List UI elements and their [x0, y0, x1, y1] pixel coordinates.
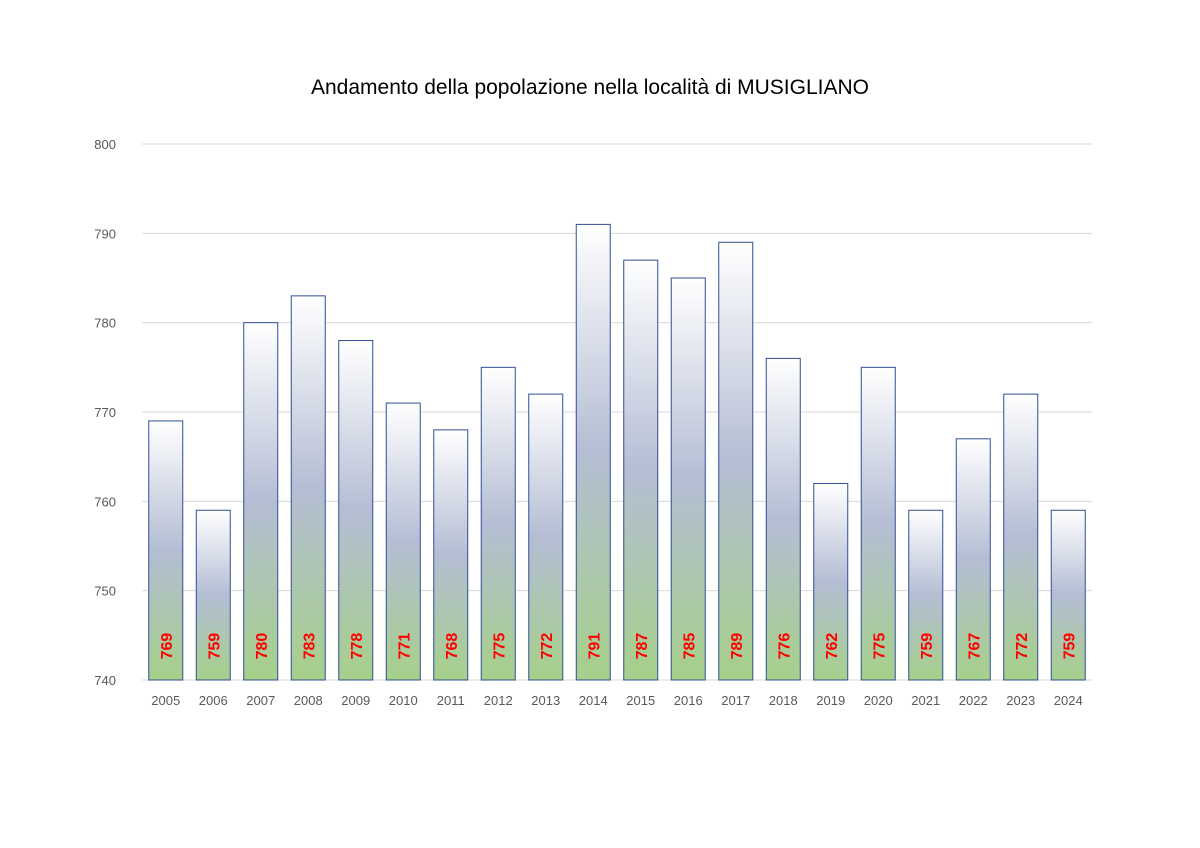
data-label: 767 [966, 633, 983, 660]
bar-2021 [908, 509, 944, 681]
x-tick-label: 2014 [579, 693, 608, 708]
data-label: 759 [206, 633, 223, 660]
x-tick-label: 2009 [341, 693, 370, 708]
bar-2022 [955, 438, 991, 681]
bar-2013 [528, 393, 564, 681]
bar-2014 [575, 223, 611, 681]
y-tick-label: 790 [94, 226, 116, 241]
bar-2005 [148, 420, 184, 681]
x-tick-label: 2005 [151, 693, 180, 708]
x-tick-label: 2013 [531, 693, 560, 708]
bar-2006 [195, 509, 231, 681]
data-labels: 769 759 780 783 778 771 768 775 772 791 787 785 789 7… [159, 633, 1079, 660]
data-label: 775 [871, 633, 888, 660]
x-tick-label: 2010 [389, 693, 418, 708]
data-label: 768 [444, 633, 461, 660]
x-tick-label: 2021 [911, 693, 940, 708]
data-label: 778 [349, 633, 366, 660]
y-tick-label: 780 [94, 316, 116, 331]
data-label: 759 [1061, 633, 1078, 660]
x-tick-label: 2019 [816, 693, 845, 708]
bar-2017 [718, 241, 754, 681]
data-label: 776 [776, 633, 793, 660]
x-tick-label: 2011 [437, 693, 465, 708]
data-label: 771 [396, 633, 413, 660]
data-label: 775 [491, 633, 508, 660]
y-axis-tick-labels: 740 750 760 770 780 790 800 [94, 137, 116, 688]
x-tick-label: 2022 [959, 693, 988, 708]
x-tick-label: 2012 [484, 693, 513, 708]
x-tick-label: 2020 [864, 693, 893, 708]
data-label: 787 [634, 633, 651, 660]
bar-2015 [623, 259, 659, 681]
data-label: 783 [301, 633, 318, 660]
y-tick-label: 770 [94, 405, 116, 420]
data-label: 772 [1014, 633, 1031, 660]
chart-title: Andamento della popolazione nella locali… [311, 76, 869, 99]
bar-2008 [290, 295, 326, 681]
bar-2009 [338, 340, 374, 681]
x-tick-label: 2015 [626, 693, 655, 708]
bar-2010 [385, 402, 421, 681]
x-tick-label: 2018 [769, 693, 798, 708]
bar-2020 [860, 366, 896, 681]
data-label: 772 [539, 633, 556, 660]
data-label: 791 [586, 633, 603, 660]
bars [148, 223, 1086, 681]
data-label: 769 [159, 633, 176, 660]
y-tick-label: 740 [94, 673, 116, 688]
data-label: 789 [729, 633, 746, 660]
x-tick-label: 2006 [199, 693, 228, 708]
bar-2012 [480, 366, 516, 681]
y-tick-label: 800 [94, 137, 116, 152]
data-label: 759 [919, 633, 936, 660]
gridlines [142, 143, 1092, 681]
bar-2011 [433, 429, 469, 681]
x-tick-label: 2008 [294, 693, 323, 708]
y-tick-label: 760 [94, 494, 116, 509]
bar-2007 [243, 322, 279, 681]
x-tick-label: 2007 [246, 693, 275, 708]
x-tick-label: 2017 [721, 693, 750, 708]
x-axis-tick-labels: 2005 2006 2007 2008 2009 2010 2011 2012 2013 2014… [151, 693, 1082, 708]
y-tick-label: 750 [94, 584, 116, 599]
x-tick-label: 2023 [1006, 693, 1035, 708]
bar-2019 [813, 482, 849, 681]
x-tick-label: 2016 [674, 693, 703, 708]
x-tick-label: 2024 [1054, 693, 1083, 708]
bar-2018 [765, 357, 801, 681]
data-label: 780 [254, 633, 271, 660]
bar-2016 [670, 277, 706, 681]
bar-2024 [1050, 509, 1086, 681]
bar-2023 [1003, 393, 1039, 681]
data-label: 762 [824, 633, 841, 660]
data-label: 785 [681, 633, 698, 660]
